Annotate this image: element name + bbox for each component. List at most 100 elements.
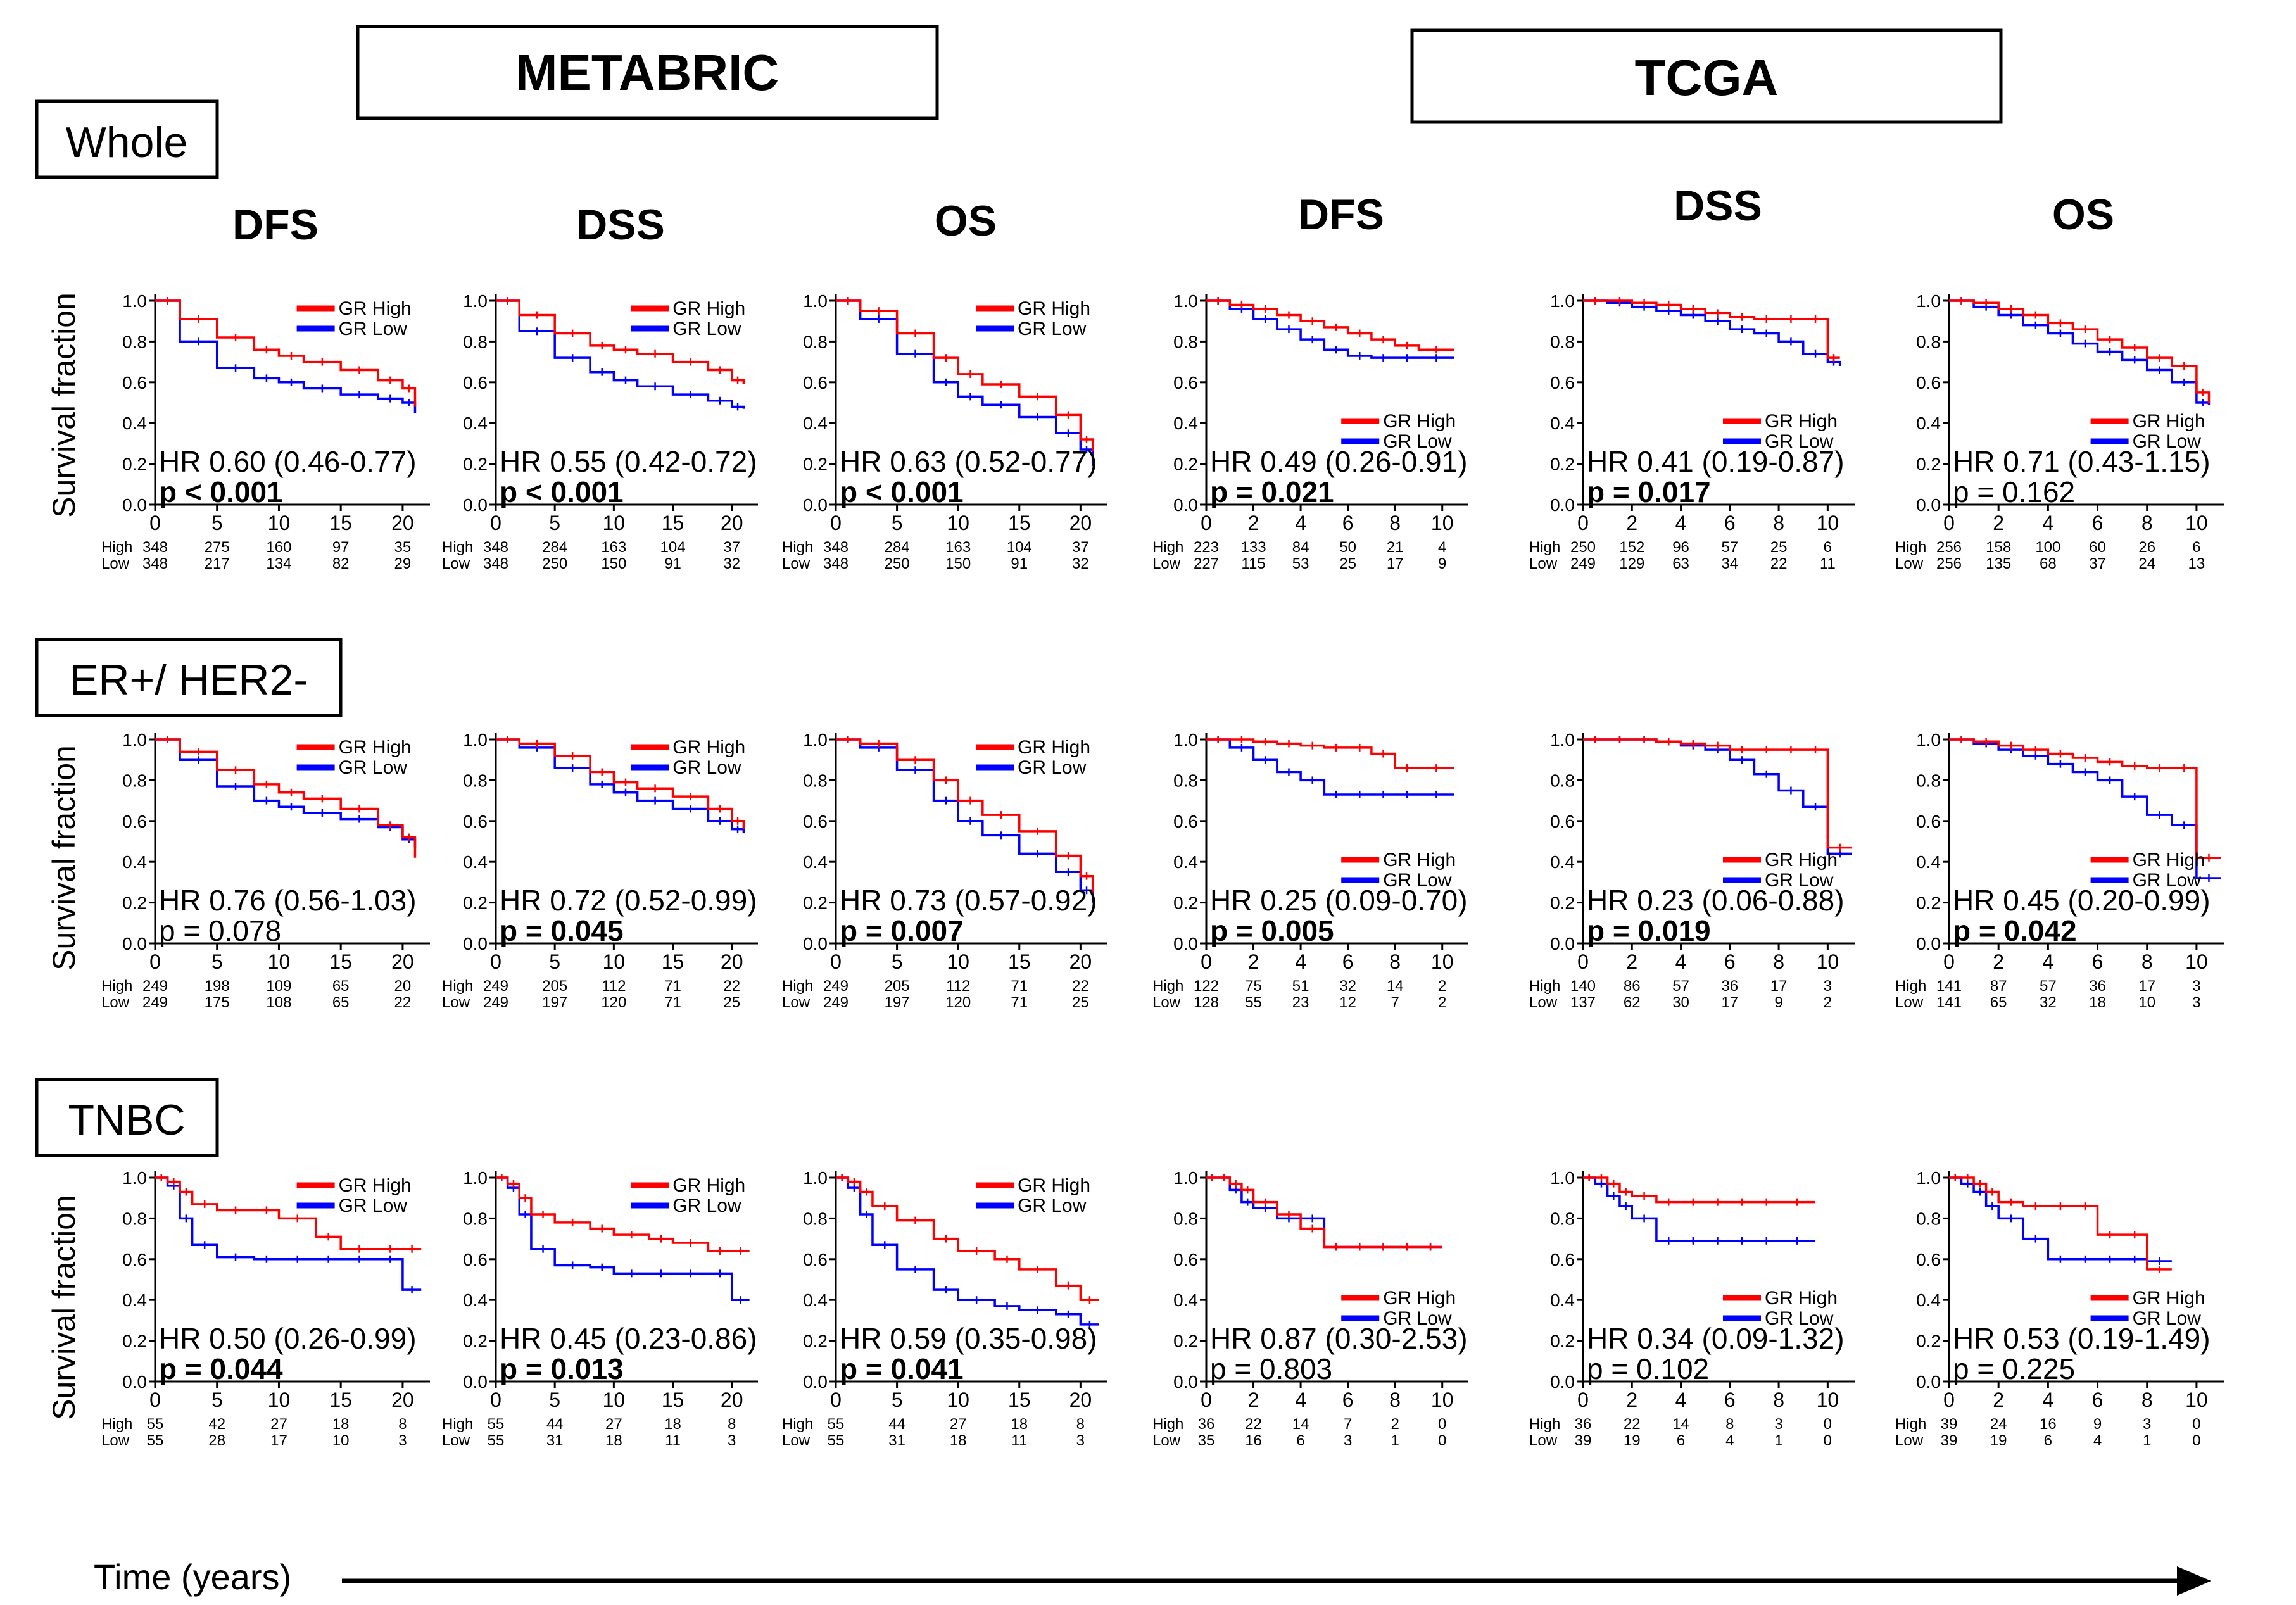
- col-title-metabric-dfs: DFS: [232, 201, 319, 249]
- risk-count-high: 37: [1072, 539, 1089, 556]
- x-tick-label: 8: [2141, 512, 2153, 534]
- risk-count-high: 55: [828, 1416, 845, 1433]
- risk-count-high: 0: [1824, 1416, 1832, 1433]
- x-tick-label: 10: [268, 950, 291, 973]
- y-tick-label: 0.8: [1916, 332, 1941, 351]
- risk-count-high: 18: [332, 1416, 350, 1433]
- risk-count-low: 256: [1936, 555, 1962, 572]
- y-tick-label: 0.8: [1173, 771, 1198, 790]
- risk-count-high: 284: [885, 539, 910, 556]
- legend-label-gr-low: GR Low: [1383, 870, 1452, 891]
- y-tick-label: 0.4: [803, 852, 828, 872]
- x-tick-label: 10: [268, 512, 291, 534]
- x-tick-label: 6: [1342, 950, 1354, 973]
- risk-count-high: 71: [664, 978, 681, 995]
- x-tick-label: 2: [1626, 512, 1637, 534]
- x-tick-label: 4: [1295, 1388, 1306, 1411]
- y-tick-label: 0.0: [122, 1372, 147, 1392]
- metabric-header-box: [356, 25, 939, 120]
- y-tick-label: 0.6: [122, 373, 147, 393]
- x-tick-label: 10: [1817, 1388, 1839, 1411]
- hazard-ratio-text: HR 0.23 (0.06-0.88): [1587, 884, 1845, 917]
- x-tick-label: 0: [1577, 1388, 1589, 1411]
- y-tick-label: 0.2: [1550, 1331, 1575, 1351]
- x-tick-label: 20: [721, 950, 743, 973]
- risk-count-low: 25: [723, 994, 740, 1011]
- p-value-text: p = 0.044: [159, 1352, 283, 1385]
- risk-row-label-high: High: [442, 1416, 473, 1433]
- x-tick-label: 20: [1069, 512, 1092, 534]
- risk-count-low: 55: [488, 1432, 505, 1449]
- y-tick-label: 0.8: [463, 1209, 488, 1228]
- risk-count-high: 8: [1725, 1416, 1734, 1433]
- y-tick-label: 1.0: [463, 291, 488, 311]
- x-tick-label: 10: [603, 512, 626, 534]
- y-tick-label: 0.6: [803, 1250, 828, 1269]
- y-tick-label: 0.8: [1550, 1209, 1575, 1228]
- y-tick-label: 0.0: [122, 495, 147, 515]
- risk-count-high: 141: [1936, 978, 1962, 995]
- y-tick-label: 0.2: [1173, 455, 1198, 474]
- risk-count-low: 28: [208, 1432, 225, 1449]
- p-value-text: p < 0.001: [840, 475, 964, 508]
- risk-count-low: 128: [1194, 994, 1219, 1011]
- risk-count-high: 14: [1387, 978, 1404, 995]
- y-tick-label: 1.0: [122, 1168, 147, 1188]
- risk-count-high: 4: [1438, 539, 1446, 556]
- x-tick-label: 0: [1577, 512, 1589, 534]
- y-tick-label: 0.2: [463, 1331, 488, 1351]
- y-tick-label: 0.6: [1916, 1250, 1941, 1269]
- risk-count-high: 50: [1339, 539, 1356, 556]
- legend-label-gr-low: GR Low: [1383, 431, 1452, 452]
- y-tick-label: 0.0: [463, 495, 488, 515]
- risk-count-low: 7: [1391, 994, 1399, 1011]
- p-value-text: p = 0.078: [159, 914, 281, 947]
- risk-count-low: 55: [147, 1432, 164, 1449]
- y-tick-label: 1.0: [803, 291, 828, 311]
- y-tick-label: 0.4: [1550, 1290, 1575, 1310]
- risk-row-label-low: Low: [1152, 994, 1181, 1011]
- risk-count-low: 30: [1672, 994, 1689, 1011]
- risk-count-high: 7: [1344, 1416, 1352, 1433]
- x-tick-label: 0: [1201, 512, 1212, 534]
- y-tick-label: 0.2: [122, 455, 147, 474]
- x-tick-label: 0: [1201, 950, 1212, 973]
- y-tick-label: 0.8: [122, 332, 147, 351]
- y-tick-label: 0.8: [463, 332, 488, 351]
- risk-count-high: 55: [147, 1416, 164, 1433]
- legend-label-gr-high: GR High: [339, 737, 412, 758]
- x-tick-label: 8: [1389, 1388, 1401, 1411]
- row-label-box-tnbc: [35, 1078, 219, 1157]
- y-tick-label: 0.0: [1550, 934, 1575, 954]
- row-label-box-er-her2: [35, 638, 343, 717]
- risk-count-high: 42: [208, 1416, 225, 1433]
- y-tick-label: 0.6: [463, 1250, 488, 1269]
- x-tick-label: 4: [2042, 1388, 2053, 1411]
- risk-count-low: 141: [1936, 994, 1962, 1011]
- x-tick-label: 15: [1008, 950, 1031, 973]
- y-tick-label: 0.4: [122, 1290, 147, 1310]
- risk-count-low: 137: [1570, 994, 1596, 1011]
- y-tick-label: 1.0: [1916, 730, 1941, 750]
- hazard-ratio-text: HR 0.87 (0.30-2.53): [1210, 1322, 1468, 1355]
- risk-count-high: 16: [2040, 1416, 2057, 1433]
- risk-count-high: 60: [2089, 539, 2106, 556]
- x-tick-label: 0: [490, 1388, 501, 1411]
- survival-curve-gr-high: [1206, 299, 1454, 351]
- y-tick-label: 0.4: [1550, 852, 1575, 872]
- risk-count-high: 133: [1241, 539, 1266, 556]
- y-tick-label: 0.2: [1173, 1331, 1198, 1351]
- p-value-text: p = 0.021: [1210, 475, 1334, 508]
- risk-count-high: 8: [398, 1416, 407, 1433]
- risk-count-low: 37: [2089, 555, 2106, 572]
- risk-row-label-high: High: [442, 539, 473, 556]
- survival-curve-gr-high: [155, 1176, 422, 1250]
- p-value-text: p = 0.007: [840, 914, 964, 947]
- p-value-text: p = 0.019: [1587, 914, 1711, 947]
- y-tick-label: 1.0: [803, 1168, 828, 1188]
- survival-curve-gr-low: [1949, 299, 2211, 405]
